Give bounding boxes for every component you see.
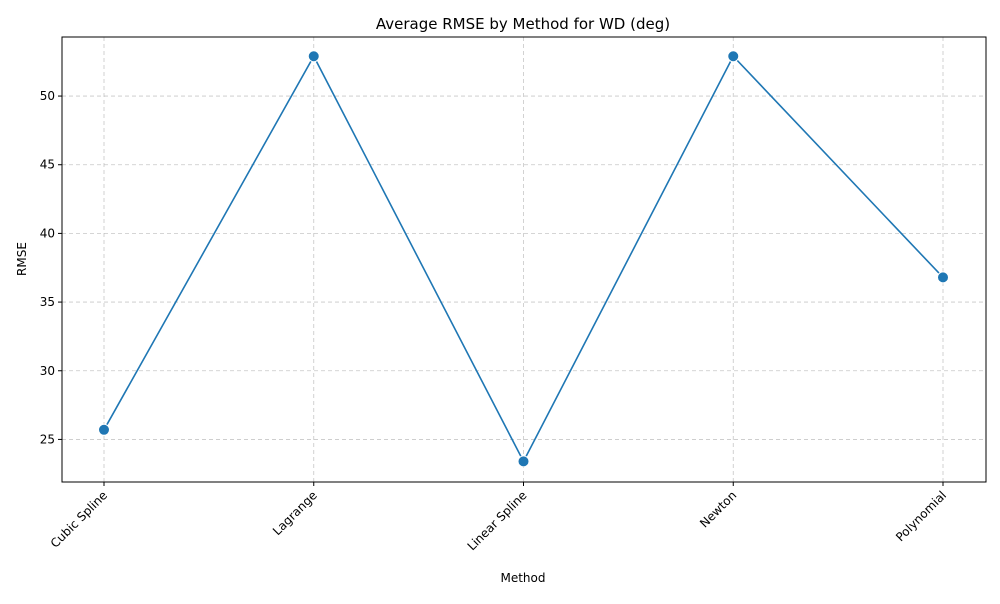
data-point	[307, 50, 320, 63]
y-tick-label: 25	[40, 432, 55, 446]
series-layer	[98, 50, 949, 468]
data-point	[727, 50, 740, 63]
x-axis-label: Method	[500, 571, 545, 585]
y-axis-label: RMSE	[15, 242, 29, 276]
y-tick-label: 35	[40, 295, 55, 309]
y-tick-label: 40	[40, 226, 55, 240]
y-tick-label: 45	[40, 158, 55, 172]
data-point	[937, 271, 949, 284]
y-axis-ticks: 25 30 35 40 45 50	[40, 89, 62, 446]
y-tick-label: 50	[40, 89, 55, 103]
data-point	[517, 455, 530, 468]
y-tick-label: 30	[40, 364, 55, 378]
chart-title: Average RMSE by Method for WD (deg)	[376, 15, 670, 33]
data-point	[98, 423, 110, 436]
grid-layer	[62, 37, 986, 482]
